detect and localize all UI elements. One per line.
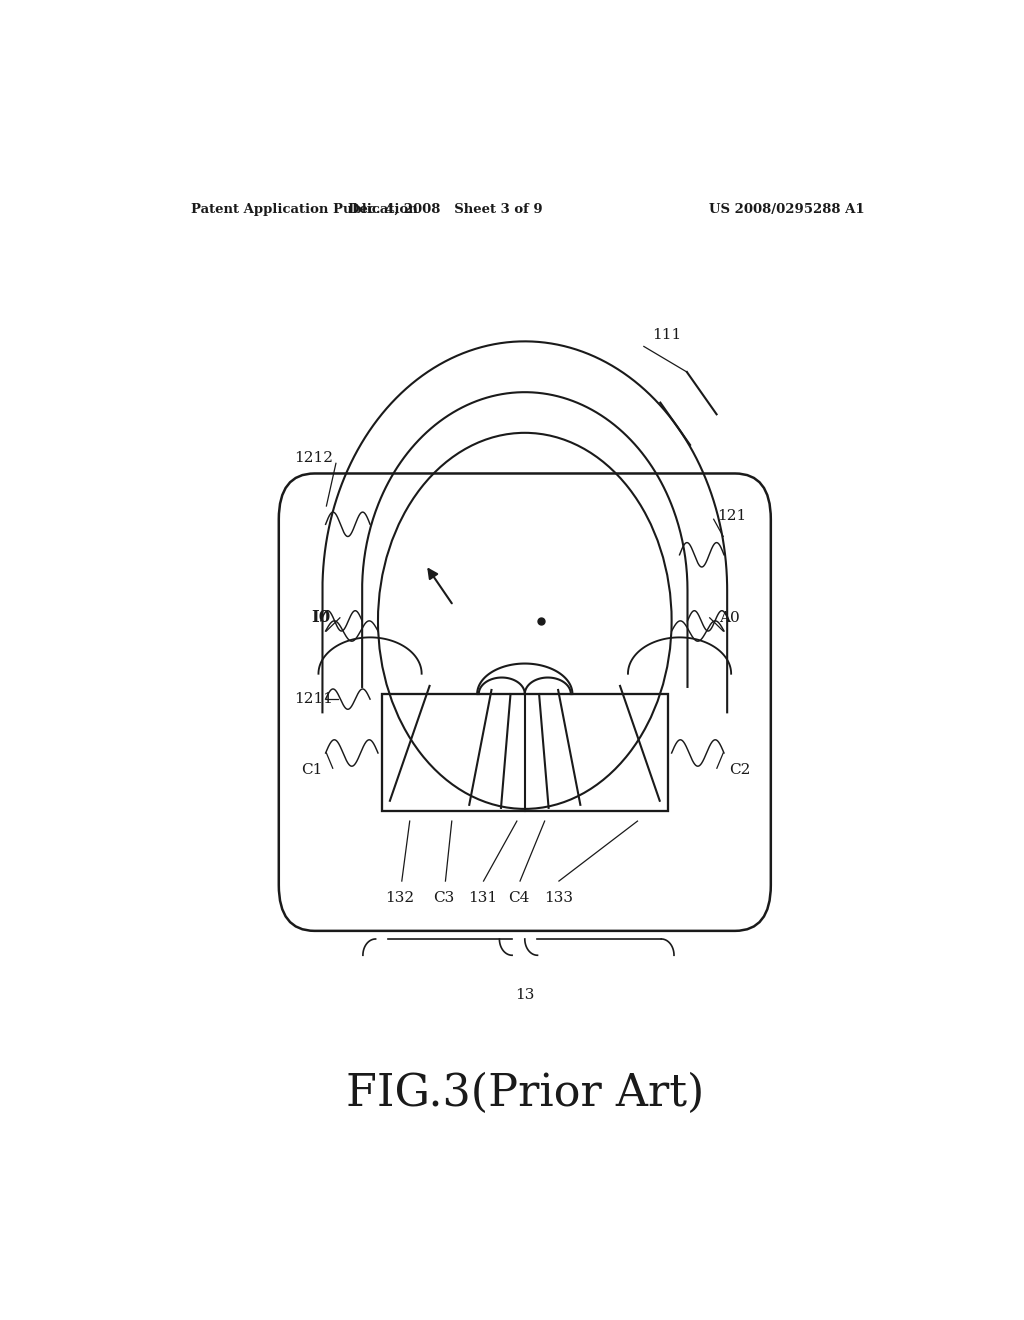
Bar — [382, 694, 668, 810]
Text: A0: A0 — [719, 611, 740, 624]
Text: 1211: 1211 — [294, 692, 333, 706]
Text: 131: 131 — [468, 891, 498, 906]
Text: C4: C4 — [509, 891, 530, 906]
Text: Dec. 4, 2008   Sheet 3 of 9: Dec. 4, 2008 Sheet 3 of 9 — [348, 203, 543, 215]
Text: 13: 13 — [515, 987, 535, 1002]
Text: 133: 133 — [545, 891, 573, 906]
Text: 111: 111 — [652, 329, 681, 342]
Text: 121: 121 — [717, 510, 746, 523]
Text: 132: 132 — [385, 891, 414, 906]
Text: US 2008/0295288 A1: US 2008/0295288 A1 — [709, 203, 864, 215]
Text: C2: C2 — [729, 763, 751, 777]
Text: I0: I0 — [311, 610, 331, 626]
Text: 1212: 1212 — [294, 451, 333, 465]
Text: FIG.3(Prior Art): FIG.3(Prior Art) — [346, 1072, 703, 1115]
Text: Patent Application Publication: Patent Application Publication — [191, 203, 418, 215]
Text: C1: C1 — [301, 763, 323, 777]
Text: C3: C3 — [433, 891, 455, 906]
